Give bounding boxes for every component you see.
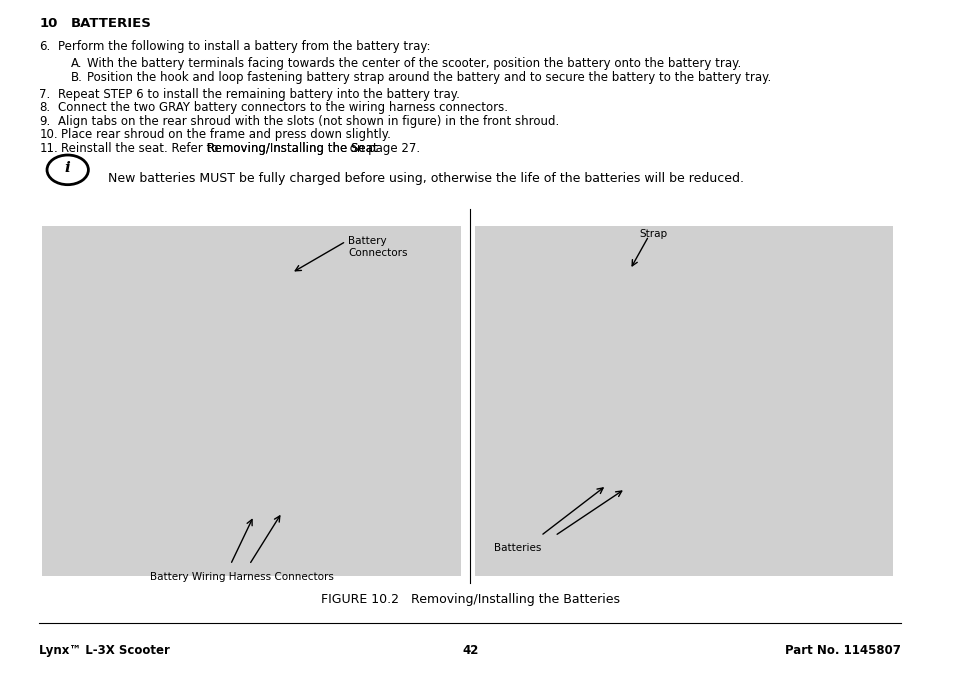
Text: New batteries MUST be fully charged before using, otherwise the life of the batt: New batteries MUST be fully charged befo… xyxy=(108,172,743,185)
Text: on page 27.: on page 27. xyxy=(346,142,419,154)
Text: 8.: 8. xyxy=(39,101,51,114)
Text: 10.: 10. xyxy=(39,128,58,141)
Text: Removing/Installing the Seat: Removing/Installing the Seat xyxy=(207,142,377,154)
Text: i: i xyxy=(65,162,71,175)
Text: 11.: 11. xyxy=(39,142,58,154)
Text: A.: A. xyxy=(71,57,82,70)
Text: Reinstall the seat. Refer to: Reinstall the seat. Refer to xyxy=(61,142,222,154)
Text: Part No. 1145807: Part No. 1145807 xyxy=(784,644,900,656)
Text: Removing/Installing the Seat: Removing/Installing the Seat xyxy=(207,142,377,154)
Text: B.: B. xyxy=(71,71,82,84)
Text: Lynx™ L-3X Scooter: Lynx™ L-3X Scooter xyxy=(39,644,171,656)
Text: 9.: 9. xyxy=(39,115,51,127)
Text: Battery Wiring Harness Connectors: Battery Wiring Harness Connectors xyxy=(151,572,334,582)
Text: 10: 10 xyxy=(39,17,58,30)
Text: Perform the following to install a battery from the battery tray:: Perform the following to install a batte… xyxy=(58,40,431,53)
Text: Battery
Connectors: Battery Connectors xyxy=(348,236,407,257)
Text: Batteries: Batteries xyxy=(493,543,540,553)
Text: Position the hook and loop fastening battery strap around the battery and to sec: Position the hook and loop fastening bat… xyxy=(88,71,771,84)
Text: BATTERIES: BATTERIES xyxy=(71,17,152,30)
Text: 7.: 7. xyxy=(39,88,51,100)
Text: With the battery terminals facing towards the center of the scooter, position th: With the battery terminals facing toward… xyxy=(88,57,740,70)
Text: Repeat STEP 6 to install the remaining battery into the battery tray.: Repeat STEP 6 to install the remaining b… xyxy=(58,88,459,100)
Text: Connect the two GRAY battery connectors to the wiring harness connectors.: Connect the two GRAY battery connectors … xyxy=(58,101,508,114)
Text: FIGURE 10.2   Removing/Installing the Batteries: FIGURE 10.2 Removing/Installing the Batt… xyxy=(320,593,619,606)
Text: Strap: Strap xyxy=(639,229,667,239)
Text: Align tabs on the rear shroud with the slots (not shown in figure) in the front : Align tabs on the rear shroud with the s… xyxy=(58,115,559,127)
FancyBboxPatch shape xyxy=(42,226,460,576)
FancyBboxPatch shape xyxy=(475,226,892,576)
Text: 6.: 6. xyxy=(39,40,51,53)
Text: Place rear shroud on the frame and press down slightly.: Place rear shroud on the frame and press… xyxy=(61,128,391,141)
Text: 42: 42 xyxy=(461,644,477,656)
